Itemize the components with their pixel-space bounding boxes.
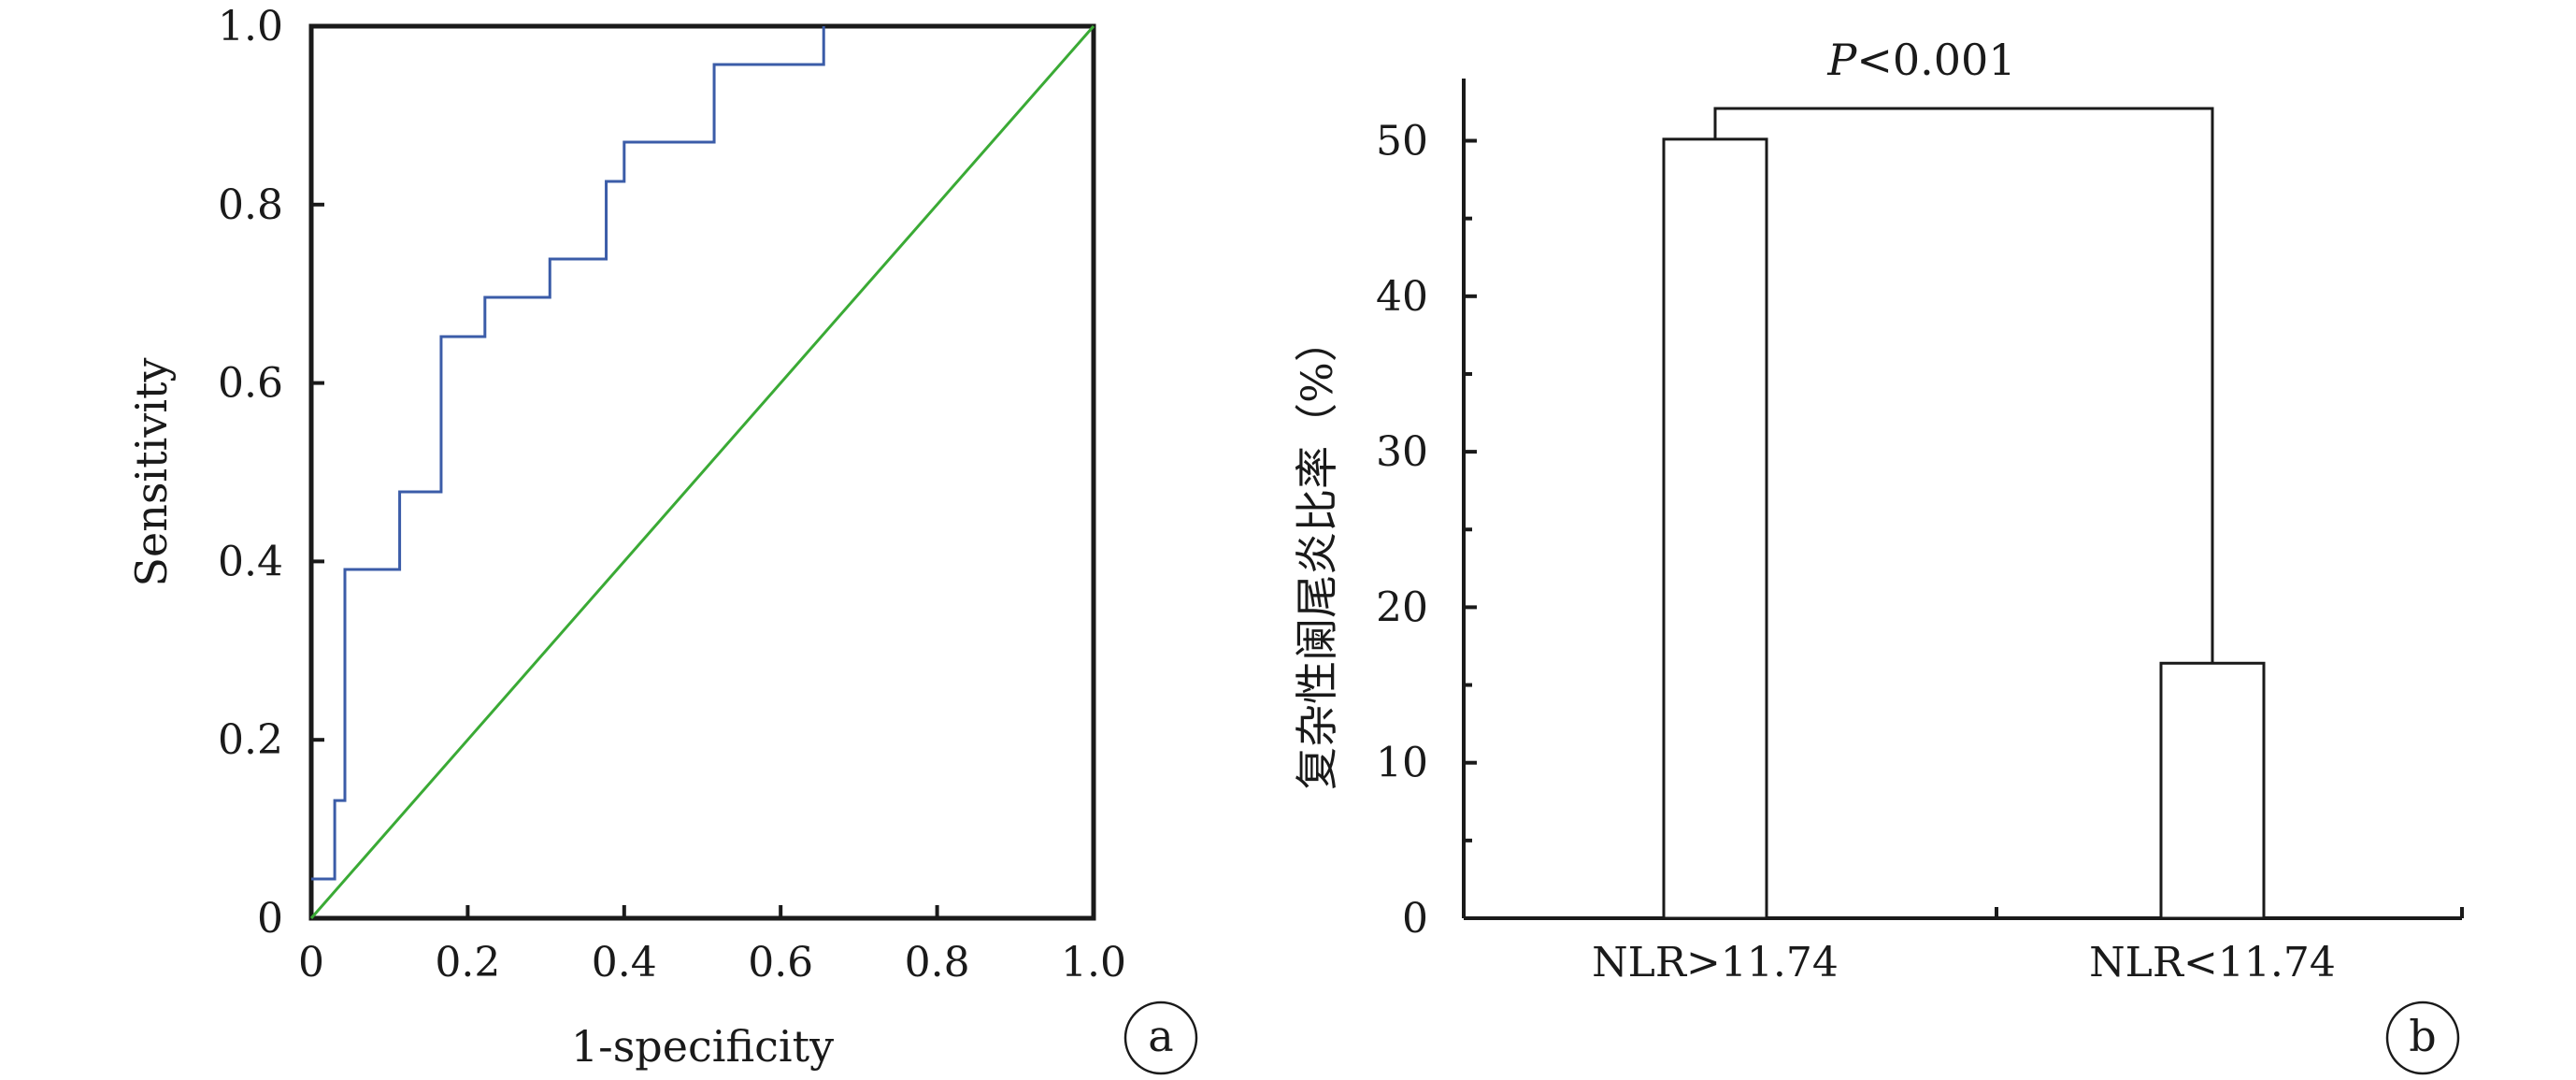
bar-y-tick-label: 40: [1376, 273, 1428, 321]
bar-category-label: NLR<11.74: [2089, 939, 2336, 986]
roc-x-tick-label: 1.0: [1061, 939, 1126, 986]
p-italic: P: [1826, 35, 1857, 85]
bar-chart: 0 10 20 30 40 50 NLR>11.74 NLR<11.74 P<0.001 复…: [1292, 35, 2464, 1075]
roc-chart: 0 0.2 0.4 0.6 0.8 1.0 0 0.2 0.4 0.6 0.8 1.0 1-spec…: [126, 3, 1198, 1075]
roc-y-tick-label: 0.6: [218, 360, 283, 408]
bar-y-tick-label: 20: [1376, 583, 1428, 631]
bar-category-label: NLR>11.74: [1592, 939, 1839, 986]
bar-y-tick-label: 0: [1402, 895, 1428, 943]
roc-x-ticks: 0 0.2 0.4 0.6 0.8 1.0: [298, 905, 1126, 986]
bar-bars: [1662, 137, 2266, 920]
significance-annotation: P<0.001: [1826, 35, 2015, 85]
roc-y-tick-label: 0.8: [218, 181, 283, 229]
roc-y-axis-label: Sensitivity: [126, 357, 177, 586]
roc-x-tick-label: 0.6: [748, 939, 813, 986]
bar: [2159, 661, 2266, 920]
bar-x-tick-labels: NLR>11.74 NLR<11.74: [1592, 939, 2336, 986]
bar-y-ticks: 0 10 20 30 40 50: [1376, 118, 2464, 943]
roc-y-tick-label: 0: [257, 895, 283, 943]
bar: [1662, 137, 1768, 920]
bar-y-tick-label: 10: [1376, 740, 1428, 787]
roc-y-tick-label: 0.2: [218, 716, 283, 764]
bar-y-tick-label: 50: [1376, 118, 1428, 166]
roc-x-tick-label: 0.8: [905, 939, 970, 986]
roc-x-tick-label: 0.2: [435, 939, 500, 986]
roc-y-tick-label: 1.0: [218, 3, 283, 50]
roc-y-tick-label: 0.4: [218, 538, 283, 585]
significance-bracket: [1713, 107, 2214, 664]
roc-plot-frame: [308, 23, 1096, 921]
roc-curve: [311, 26, 825, 881]
bar-y-tick-label: 30: [1376, 428, 1428, 476]
roc-x-tick-label: 0.4: [592, 939, 657, 986]
panel-b-label: b: [2409, 1011, 2436, 1061]
roc-x-axis-label: 1-specificity: [571, 1021, 834, 1072]
panel-a-label: a: [1148, 1011, 1173, 1061]
panel-a-circle: [1123, 1001, 1198, 1075]
roc-reference-line: [309, 25, 1095, 919]
roc-x-tick-label: 0: [298, 939, 324, 986]
bar-y-axis-label: 复杂性阑尾炎比率（%）: [1292, 319, 1342, 790]
p-value: <0.001: [1856, 35, 2015, 85]
panel-b-circle: [2385, 1001, 2460, 1075]
roc-y-ticks: 0 0.2 0.4 0.6 0.8 1.0: [218, 3, 324, 943]
